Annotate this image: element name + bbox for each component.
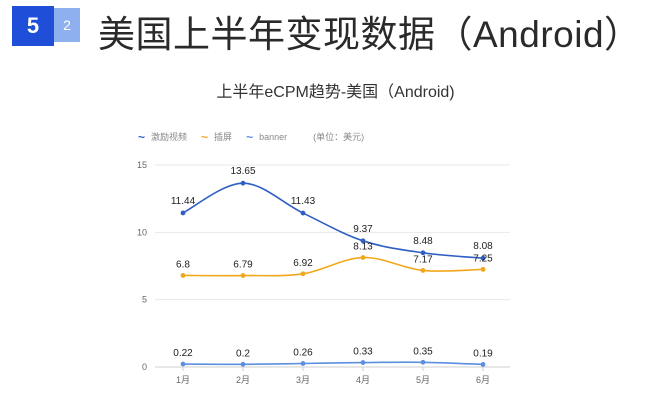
data-label: 8.48 [413, 236, 433, 247]
unit-note: (单位：美元) [313, 132, 365, 142]
x-tick-label: 3月 [296, 375, 310, 385]
chart-legend: ~ 激励视频 ~ 插屏 ~ banner (单位：美元) [138, 130, 364, 143]
x-tick-label: 1月 [176, 375, 190, 385]
x-tick-label: 2月 [236, 375, 250, 385]
data-point [240, 180, 246, 186]
data-point [480, 255, 486, 261]
y-tick-label: 10 [137, 227, 147, 237]
data-label: 6.79 [233, 260, 253, 271]
section-number-badge: 5 [12, 6, 54, 46]
data-label: 6.8 [176, 259, 190, 270]
data-point [420, 250, 426, 256]
data-point [180, 273, 186, 278]
data-point [240, 273, 246, 278]
legend-label: banner [259, 131, 288, 142]
page-title: 美国上半年变现数据（Android） [98, 14, 642, 55]
y-tick-label: 15 [137, 160, 147, 170]
y-tick-label: 0 [142, 362, 147, 372]
y-tick-label: 5 [142, 295, 147, 305]
data-point [360, 255, 366, 260]
chart-title: 上半年eCPM趋势-美国（Android) [216, 84, 455, 101]
legend-line-icon: ~ [246, 129, 254, 144]
data-point [480, 362, 486, 367]
legend-label: 激励视频 [151, 132, 188, 142]
data-label: 0.19 [473, 348, 493, 359]
data-point [180, 210, 186, 216]
data-label: 0.2 [236, 348, 250, 359]
data-point [480, 266, 486, 272]
data-label: 0.22 [173, 348, 193, 359]
data-point [300, 210, 306, 216]
series-line [182, 361, 484, 366]
data-point [300, 271, 306, 277]
series-line [182, 182, 484, 259]
legend-item-banner: ~ banner [246, 131, 287, 143]
data-point [240, 361, 246, 367]
data-label: 7.17 [413, 254, 433, 265]
data-label: 8.08 [473, 241, 493, 252]
data-label: 11.44 [171, 196, 196, 207]
data-point [420, 359, 426, 365]
data-label: 9.37 [353, 224, 373, 235]
data-label: 8.13 [353, 242, 373, 253]
legend-item-reward-video: ~ 激励视频 [138, 130, 187, 143]
data-label: 0.33 [353, 347, 373, 358]
x-tick-label: 6月 [476, 375, 490, 385]
data-label: 0.35 [413, 346, 433, 357]
legend-line-icon: ~ [138, 129, 146, 144]
data-point [360, 238, 366, 244]
subsection-number-badge: 2 [54, 8, 80, 42]
data-label: 13.65 [230, 166, 255, 177]
data-point [300, 361, 306, 366]
legend-line-icon: ~ [201, 129, 209, 144]
data-label: 11.43 [291, 196, 316, 207]
x-tick-label: 4月 [356, 375, 370, 385]
data-label: 0.26 [293, 347, 313, 358]
legend-label: 插屏 [214, 132, 233, 142]
data-label: 6.92 [293, 258, 313, 269]
data-point [420, 268, 426, 273]
legend-item-interstitial: ~ 插屏 [201, 130, 232, 143]
x-tick-label: 5月 [416, 375, 430, 385]
data-point [180, 361, 186, 367]
series-line [182, 256, 484, 277]
data-point [360, 360, 366, 365]
data-label: 7.25 [473, 253, 493, 264]
